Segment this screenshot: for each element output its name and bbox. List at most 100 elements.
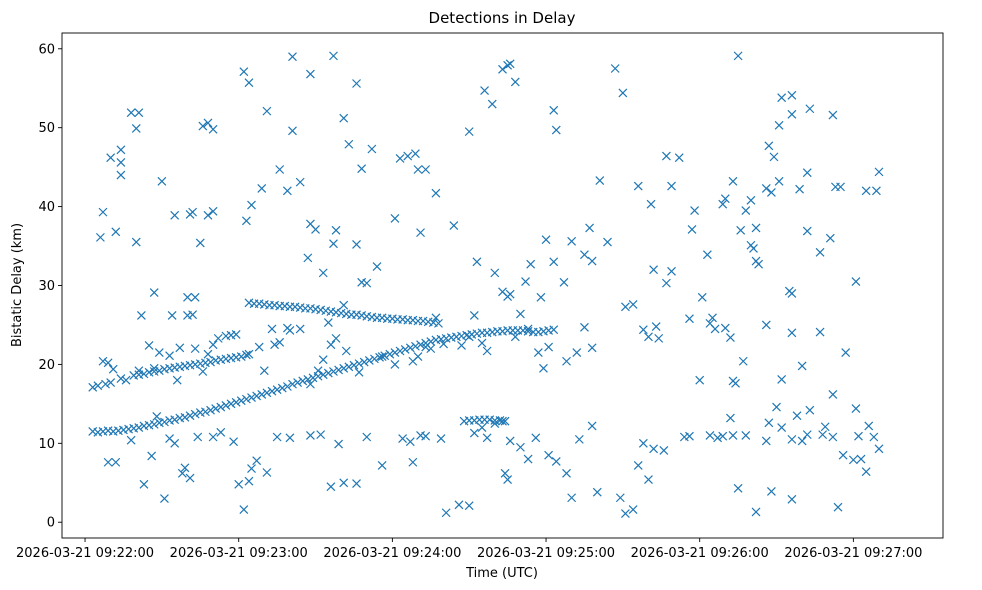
data-point-x-marker (628, 505, 638, 515)
data-point-x-marker (710, 324, 720, 334)
data-point-x-marker (469, 428, 479, 438)
data-point-x-marker (103, 358, 113, 368)
data-point-x-marker (93, 381, 103, 391)
data-point-x-marker (856, 454, 866, 464)
data-point-x-marker (157, 176, 167, 186)
data-point-x-marker (426, 344, 436, 354)
data-point-x-marker (413, 352, 423, 361)
data-point-x-marker (267, 386, 277, 396)
data-point-x-marker (126, 108, 136, 118)
data-point-x-marker (697, 292, 707, 302)
data-point-x-marker (403, 151, 413, 161)
data-point-x-marker (206, 357, 215, 367)
data-point-x-marker (364, 356, 374, 365)
data-point-x-marker (341, 346, 351, 356)
data-point-x-marker (377, 352, 387, 361)
data-point-x-marker (288, 379, 297, 389)
data-point-x-marker (262, 468, 272, 477)
data-point-x-marker (421, 165, 431, 174)
data-point-x-marker (259, 366, 269, 376)
data-point-x-marker (633, 460, 643, 470)
data-point-x-marker (638, 325, 648, 335)
data-point-x-marker (713, 433, 723, 443)
data-point-x-marker (303, 253, 313, 263)
data-point-x-marker (544, 342, 554, 352)
data-point-x-marker (702, 250, 712, 260)
data-point-x-marker (410, 341, 420, 351)
axis-ticks: 2026-03-21 09:22:00 2026-03-21 09:23:00 20… (16, 42, 922, 561)
data-point-x-marker (551, 125, 561, 135)
data-point-x-marker (147, 451, 157, 461)
y-tick-label: 10 (38, 437, 55, 452)
data-point-x-marker (180, 463, 190, 473)
data-point-x-marker (449, 221, 459, 230)
data-point-x-marker (610, 64, 620, 73)
data-point-x-marker (160, 494, 169, 503)
data-point-x-marker (208, 206, 218, 216)
data-point-x-marker (505, 436, 515, 446)
data-point-x-marker (764, 418, 774, 428)
data-point-x-marker (505, 289, 515, 299)
data-point-x-marker (772, 402, 781, 412)
data-point-x-marker (516, 442, 525, 452)
data-point-x-marker (541, 235, 551, 245)
data-point-x-marker (764, 141, 774, 151)
data-point-x-marker (761, 184, 771, 193)
data-point-x-marker (198, 367, 208, 376)
data-point-x-marker (754, 259, 764, 269)
data-point-x-marker (318, 355, 328, 365)
data-point-x-marker (98, 356, 108, 366)
data-point-x-marker (544, 450, 554, 460)
data-point-x-marker (180, 412, 190, 422)
data-point-x-marker (531, 433, 541, 443)
data-point-x-marker (644, 332, 653, 342)
data-point-x-marker (500, 416, 510, 426)
data-point-x-marker (329, 367, 338, 376)
data-point-x-marker (303, 374, 313, 384)
data-point-x-marker (498, 64, 507, 74)
data-point-x-marker (815, 327, 825, 337)
data-point-x-marker (272, 432, 282, 442)
data-point-x-marker (825, 233, 835, 243)
data-point-x-marker (305, 69, 315, 79)
data-point-x-marker (305, 430, 315, 440)
data-point-x-marker (247, 200, 256, 210)
data-point-x-marker (106, 378, 116, 387)
data-point-x-marker (103, 457, 113, 467)
data-point-x-marker (510, 77, 520, 87)
data-point-x-marker (851, 277, 861, 286)
data-point-x-marker (603, 237, 612, 247)
data-point-x-marker (116, 374, 126, 384)
data-point-x-marker (787, 328, 797, 338)
data-point-x-marker (595, 176, 605, 185)
data-point-x-marker (828, 110, 838, 120)
data-point-x-marker (154, 366, 164, 376)
data-point-x-marker (861, 467, 871, 477)
data-point-x-marker (170, 415, 180, 425)
data-point-x-marker (490, 419, 500, 429)
data-point-x-marker (193, 432, 203, 442)
data-point-x-marker (777, 423, 787, 432)
data-point-x-marker (439, 339, 449, 349)
data-point-x-marker (116, 157, 126, 167)
data-point-x-marker (405, 343, 415, 353)
data-point-x-marker (221, 401, 231, 410)
data-point-x-marker (131, 124, 141, 133)
data-point-x-marker (98, 207, 108, 217)
data-point-x-marker (344, 362, 354, 372)
data-point-x-marker (482, 433, 492, 443)
data-point-x-marker (188, 207, 198, 217)
data-point-x-marker (331, 333, 341, 343)
data-point-x-marker (216, 427, 226, 437)
data-point-x-marker (395, 154, 405, 163)
data-point-x-marker (587, 421, 597, 431)
data-point-x-marker (252, 456, 262, 466)
data-point-x-marker (720, 194, 730, 204)
data-point-x-marker (562, 356, 571, 366)
y-tick-label: 0 (47, 516, 55, 531)
data-point-x-marker (308, 373, 318, 383)
y-tick-label: 20 (38, 358, 55, 373)
data-point-x-marker (733, 483, 743, 493)
data-point-x-marker (339, 300, 349, 310)
